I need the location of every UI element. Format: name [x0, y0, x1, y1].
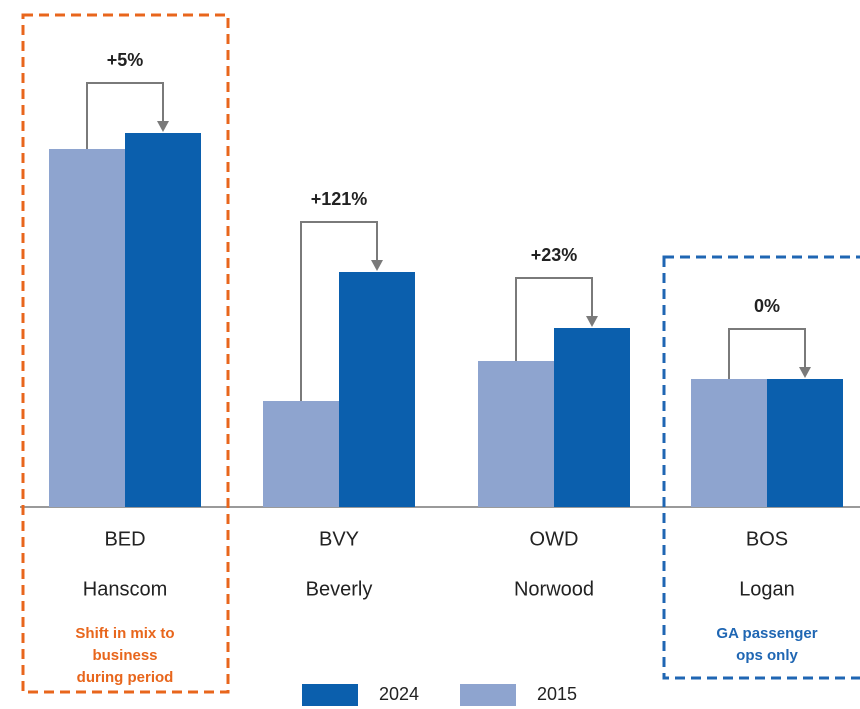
bar — [125, 133, 201, 507]
legend-swatch — [302, 684, 358, 706]
change-bracket — [515, 277, 593, 361]
category-name: Logan — [739, 578, 795, 600]
bar — [49, 149, 125, 507]
arrowhead — [586, 316, 598, 327]
note: business — [92, 647, 157, 664]
note: GA passenger — [716, 625, 817, 642]
category-code: BVY — [319, 528, 359, 550]
highlight-box — [21, 13, 230, 694]
legend-swatch — [460, 684, 516, 706]
change-bracket — [300, 221, 378, 401]
change-label: +121% — [311, 189, 368, 209]
change-bracket — [86, 82, 164, 149]
arrowhead — [371, 260, 383, 271]
arrowhead — [799, 367, 811, 378]
legend-label: 2015 — [537, 684, 577, 704]
category-code: BED — [104, 528, 145, 550]
bar — [339, 272, 415, 507]
highlight-box — [662, 255, 860, 680]
bar — [554, 328, 630, 507]
arrowhead — [157, 121, 169, 132]
bar — [767, 379, 843, 507]
change-label: +5% — [107, 50, 144, 70]
category-code: OWD — [530, 528, 579, 550]
bar — [263, 401, 339, 507]
note: Shift in mix to — [75, 625, 174, 642]
legend-label: 2024 — [379, 684, 419, 704]
category-name: Norwood — [514, 578, 594, 600]
change-label: 0% — [754, 296, 780, 316]
category-name: Beverly — [306, 578, 373, 600]
change-bracket — [728, 328, 806, 379]
category-code: BOS — [746, 528, 788, 550]
bar — [478, 361, 554, 507]
note: ops only — [736, 647, 798, 664]
change-label: +23% — [531, 245, 578, 265]
category-name: Hanscom — [83, 578, 167, 600]
bar — [691, 379, 767, 507]
note: during period — [77, 669, 174, 686]
